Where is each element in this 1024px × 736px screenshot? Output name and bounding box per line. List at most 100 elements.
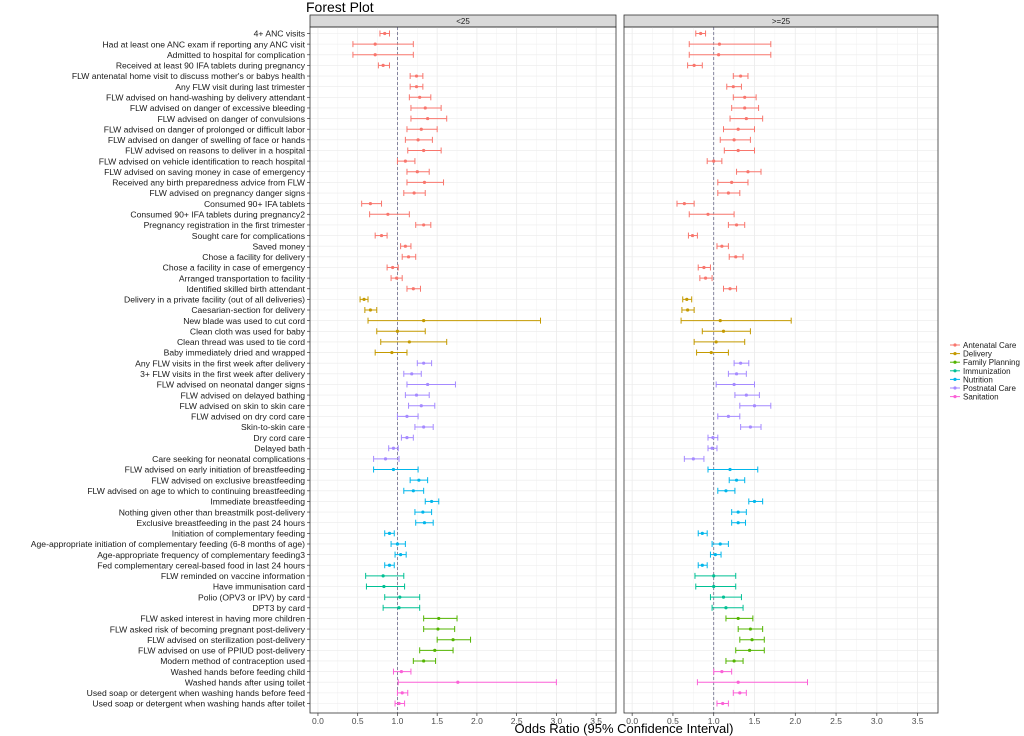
- y-tick-label: Care seeking for neonatal complications: [152, 454, 305, 464]
- estimate-point: [419, 127, 423, 131]
- y-tick-label: 4+ ANC visits: [254, 29, 305, 39]
- x-tick-label: 3.0: [550, 716, 562, 726]
- estimate-point: [391, 446, 396, 450]
- estimate-point: [387, 531, 392, 535]
- estimate-point: [712, 574, 716, 578]
- estimate-point: [699, 31, 703, 36]
- estimate-point: [732, 382, 736, 387]
- estimate-point: [426, 382, 430, 387]
- estimate-point: [451, 638, 455, 642]
- y-tick-label: Initiation of complementary feeding: [172, 529, 305, 539]
- estimate-point: [724, 606, 728, 610]
- estimate-point: [734, 478, 739, 482]
- estimate-point: [734, 372, 739, 376]
- legend-key-point: [953, 360, 957, 364]
- estimate-point: [734, 223, 739, 227]
- estimate-point: [379, 233, 384, 238]
- y-tick-label: DPT3 by card: [252, 603, 305, 613]
- estimate-point: [744, 393, 748, 397]
- y-tick-label: FLW asked interest in having more childr…: [140, 614, 305, 624]
- estimate-point: [399, 553, 403, 557]
- estimate-point: [391, 265, 395, 270]
- estimate-point: [706, 212, 710, 216]
- x-tick-label: 1.0: [392, 716, 404, 726]
- estimate-point: [750, 638, 754, 642]
- estimate-point: [416, 138, 420, 142]
- estimate-point: [720, 244, 724, 248]
- estimate-point: [700, 531, 704, 535]
- estimate-point: [743, 95, 747, 99]
- estimate-point: [417, 478, 421, 482]
- estimate-point: [437, 616, 441, 621]
- estimate-point: [414, 85, 419, 89]
- estimate-point: [738, 691, 742, 695]
- y-tick-label: FLW advised on danger of excessive bleed…: [130, 103, 305, 113]
- y-tick-label: Any FLW visits in the first week after d…: [135, 358, 306, 368]
- estimate-point: [423, 106, 427, 110]
- estimate-point: [422, 180, 427, 184]
- estimate-point: [391, 467, 396, 472]
- y-tick-label: Modern method of contraception used: [160, 656, 305, 666]
- y-tick-label: Clean thread was used to tie cord: [177, 337, 305, 347]
- estimate-point: [383, 31, 387, 36]
- legend-key-point: [953, 343, 957, 347]
- y-tick-label: Exclusive breastfeeding in the past 24 h…: [136, 518, 305, 528]
- x-tick-label: 1.5: [749, 716, 761, 726]
- y-tick-label: FLW advised on danger of swelling of fac…: [108, 135, 305, 145]
- y-tick-label: FLW advised on vehicle identification to…: [99, 156, 305, 166]
- y-tick-label: Consumed 90+ IFA tablets during pregnanc…: [130, 209, 305, 219]
- estimate-point: [703, 276, 708, 280]
- y-tick-label: FLW advised on danger of convulsions: [158, 114, 305, 124]
- legend-label: Antenatal Care: [963, 341, 1017, 350]
- estimate-point: [395, 276, 399, 280]
- y-tick-label: Any FLW visit during last trimester: [175, 82, 305, 92]
- estimate-point: [422, 319, 426, 323]
- y-tick-label: FLW advised on use of PPIUD post-deliver…: [138, 646, 306, 656]
- estimate-point: [709, 350, 713, 355]
- estimate-point: [744, 116, 748, 121]
- x-tick-label: 0.5: [667, 716, 679, 726]
- panel-strip-label: <25: [456, 17, 470, 26]
- y-tick-label: Used soap or detergent when washing hand…: [92, 699, 305, 709]
- y-tick-label: Chose a facility in case of emergency: [163, 263, 306, 273]
- estimate-point: [728, 467, 732, 472]
- y-tick-label: Chose a facility for delivery: [202, 252, 305, 262]
- estimate-point: [362, 297, 366, 301]
- x-tick-label: 0.5: [352, 716, 364, 726]
- y-tick-label: Dry cord care: [253, 433, 305, 443]
- estimate-point: [383, 457, 388, 461]
- estimate-point: [406, 255, 411, 259]
- estimate-point: [386, 212, 390, 216]
- estimate-point: [739, 361, 743, 365]
- legend-label: Sanitation: [963, 393, 999, 402]
- y-tick-label: Received at least 90 IFA tablets during …: [116, 61, 306, 71]
- y-tick-label: Used soap or detergent when washing hand…: [87, 688, 306, 698]
- legend-key-point: [953, 352, 957, 356]
- y-tick-label: FLW advised on saving money in case of e…: [104, 167, 306, 177]
- estimate-point: [419, 404, 423, 408]
- estimate-point: [410, 372, 414, 376]
- y-tick-label: Identified skilled birth attendant: [187, 284, 306, 294]
- x-tick-label: 2.5: [511, 716, 523, 726]
- estimate-point: [397, 606, 401, 610]
- panel-border: [623, 26, 939, 714]
- y-tick-label: Caesarian-section for delivery: [191, 305, 305, 315]
- legend-key-point: [953, 369, 957, 373]
- estimate-point: [732, 659, 736, 663]
- estimate-point: [403, 244, 407, 248]
- y-tick-label: FLW reminded on vaccine information: [161, 571, 305, 581]
- y-tick-label: Delayed bath: [254, 443, 305, 453]
- x-tick-label: 3.5: [912, 716, 924, 726]
- estimate-point: [717, 53, 721, 57]
- estimate-point: [748, 425, 753, 429]
- estimate-point: [730, 180, 734, 184]
- estimate-point: [736, 148, 740, 153]
- estimate-point: [382, 584, 386, 589]
- x-tick-label: 2.0: [471, 716, 483, 726]
- x-tick-label: 3.0: [871, 716, 883, 726]
- y-tick-label: Saved money: [252, 241, 305, 251]
- y-tick-label: Nothing given other than breastmilk post…: [119, 507, 306, 517]
- y-tick-label: Clean cloth was used for baby: [190, 326, 306, 336]
- panel-background: [624, 27, 938, 713]
